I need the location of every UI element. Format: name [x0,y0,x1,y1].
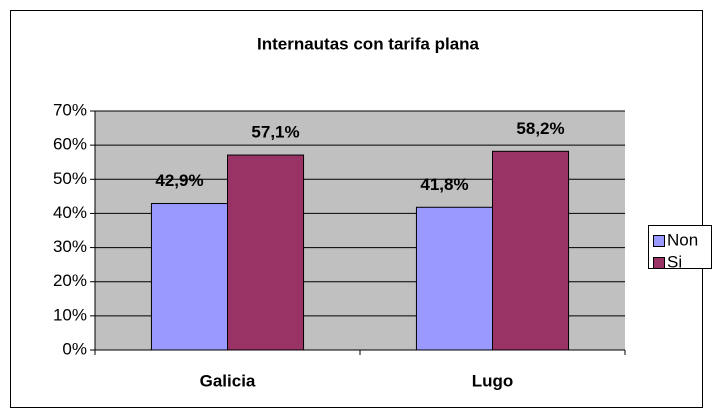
legend-label: Non [667,230,698,249]
y-tick-label: 70% [53,100,87,119]
y-tick-label: 10% [53,305,87,324]
bar [492,150,570,351]
value-label: 57,1% [251,123,299,142]
value-label: 58,2% [516,119,564,138]
y-tick-label: 0% [62,339,87,358]
bar [227,154,305,351]
bar [150,203,229,351]
y-tick-label: 30% [53,237,87,256]
bar [415,206,494,351]
value-label: 42,9% [155,171,203,190]
chart-title: Internautas con tarifa plana [257,34,480,53]
x-tick-label: Galicia [200,371,256,390]
y-tick-label: 50% [53,169,87,188]
y-tick-label: 60% [53,135,87,154]
legend-swatch [653,257,665,269]
y-tick-label: 40% [53,203,87,222]
x-tick-label: Lugo [472,371,514,390]
legend-label: Si [667,252,682,271]
legend-swatch [653,235,665,247]
value-label: 41,8% [420,175,468,194]
y-tick-label: 20% [53,271,87,290]
